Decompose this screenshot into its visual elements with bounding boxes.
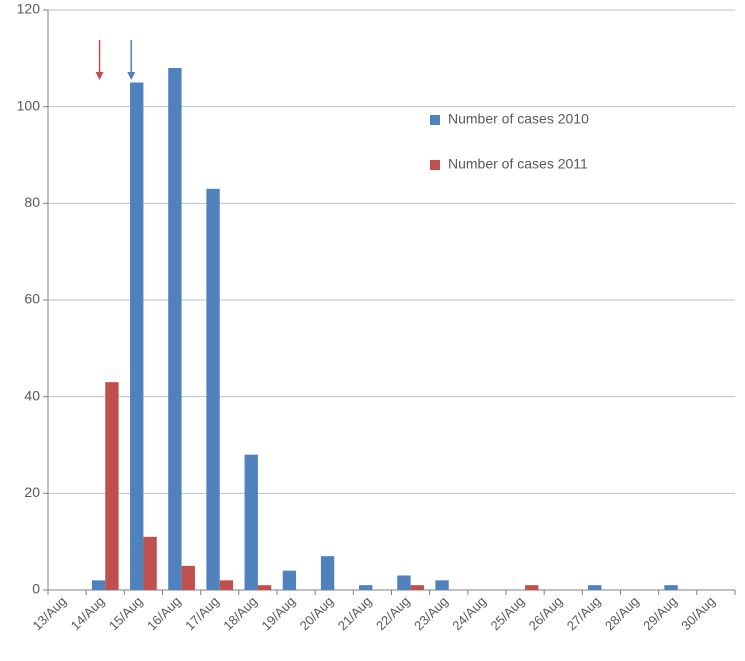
bar-series-1 — [220, 580, 233, 590]
bar-series-0 — [359, 585, 372, 590]
bar-series-0 — [664, 585, 677, 590]
y-tick-label: 20 — [24, 484, 40, 500]
bar-series-0 — [245, 455, 258, 590]
bar-series-1 — [182, 566, 195, 590]
bar-series-1 — [105, 382, 118, 590]
legend-swatch — [430, 160, 440, 170]
y-tick-label: 100 — [17, 97, 41, 113]
y-tick-label: 120 — [17, 1, 41, 17]
y-tick-label: 60 — [24, 291, 40, 307]
bar-series-1 — [258, 585, 271, 590]
bar-series-0 — [130, 83, 143, 591]
bar-series-0 — [168, 68, 181, 590]
legend-label: Number of cases 2011 — [448, 156, 588, 172]
bar-series-1 — [525, 585, 538, 590]
cases-bar-chart: 02040608010012013/Aug14/Aug15/Aug16/Aug1… — [0, 0, 745, 661]
bar-series-0 — [283, 571, 296, 590]
bar-series-0 — [92, 580, 105, 590]
y-tick-label: 80 — [24, 194, 40, 210]
bar-series-0 — [321, 556, 334, 590]
bar-series-1 — [143, 537, 156, 590]
bar-series-0 — [397, 576, 410, 591]
y-tick-label: 0 — [32, 581, 40, 597]
legend-swatch — [430, 115, 440, 125]
bar-series-0 — [588, 585, 601, 590]
bar-series-1 — [411, 585, 424, 590]
legend-label: Number of cases 2010 — [448, 111, 589, 127]
chart-svg: 02040608010012013/Aug14/Aug15/Aug16/Aug1… — [0, 0, 745, 661]
bar-series-0 — [435, 580, 448, 590]
y-tick-label: 40 — [24, 387, 40, 403]
bar-series-0 — [206, 189, 219, 590]
